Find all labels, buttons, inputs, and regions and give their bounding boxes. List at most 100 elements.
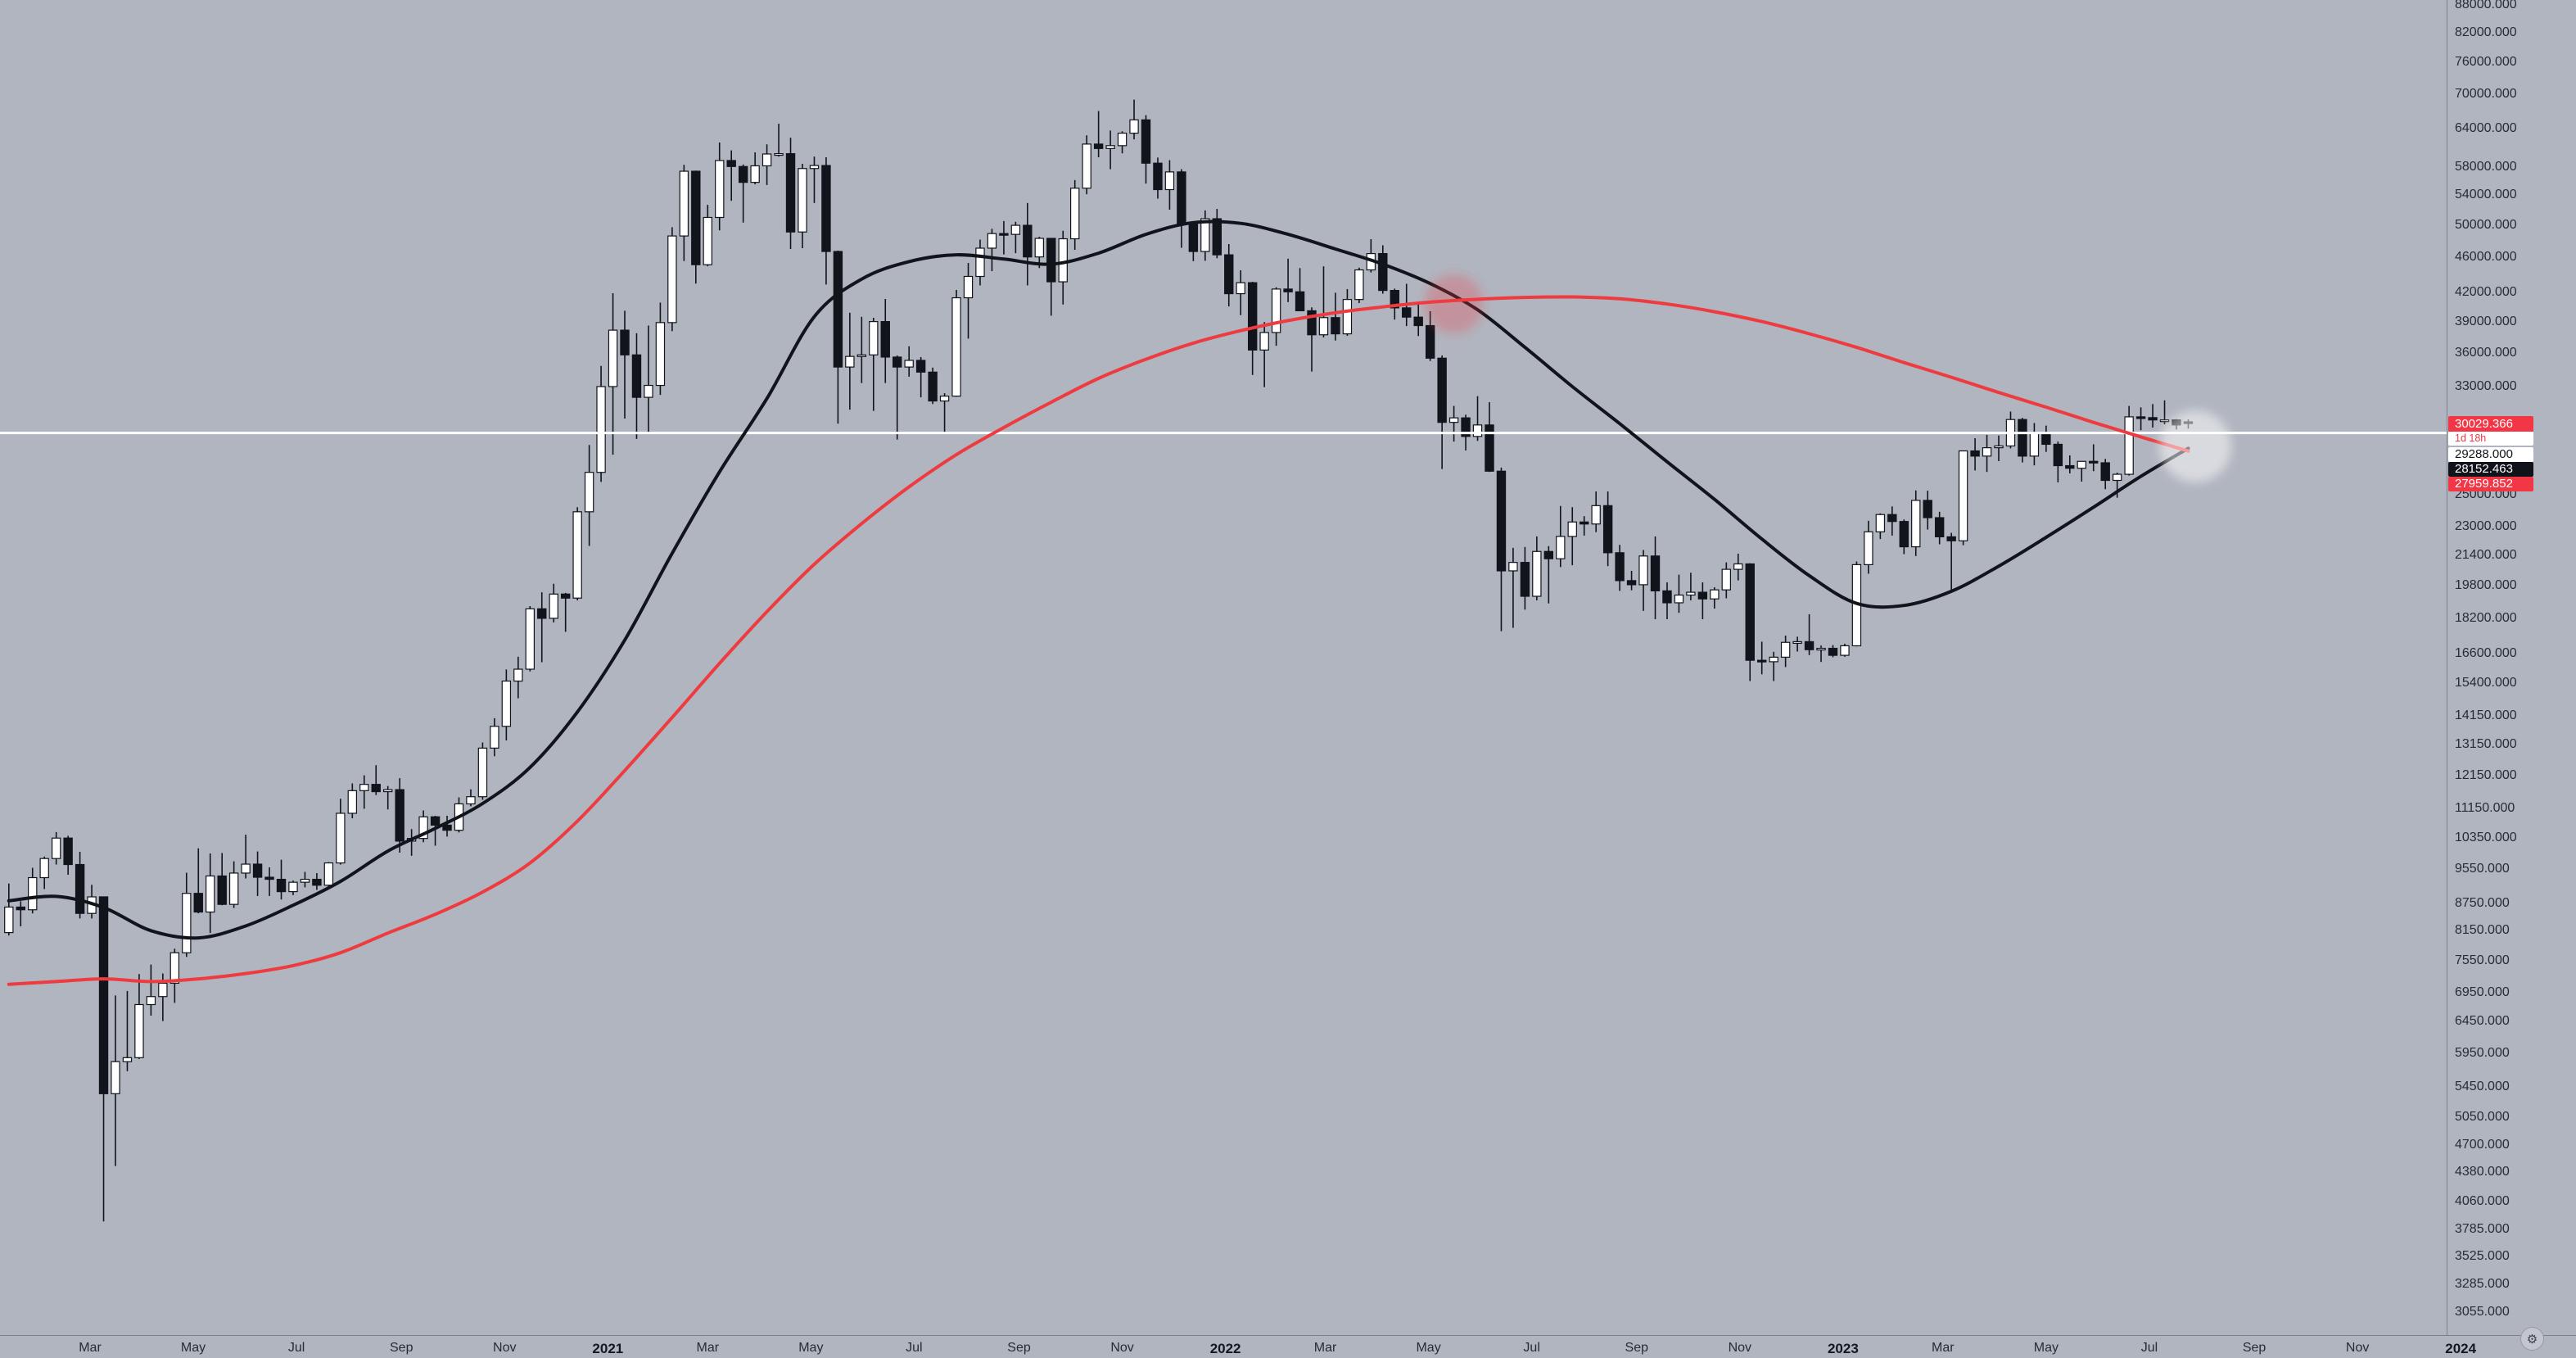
axis-settings-button[interactable]: ⚙ bbox=[2520, 1327, 2544, 1351]
candle bbox=[98, 896, 109, 1094]
candle bbox=[1437, 357, 1447, 423]
candle bbox=[2029, 432, 2040, 457]
candle bbox=[1070, 188, 1080, 240]
ma-red-line bbox=[7, 295, 2190, 986]
candle bbox=[537, 608, 547, 619]
candle bbox=[809, 165, 820, 170]
price-axis-label: 58000.000 bbox=[2455, 160, 2517, 174]
candle-countdown: 1d 18h bbox=[2448, 432, 2533, 446]
candle bbox=[1911, 500, 1921, 548]
last-price-badge: 30029.366 1d 18h bbox=[2448, 416, 2533, 446]
candle bbox=[880, 321, 890, 358]
candle bbox=[1934, 517, 1945, 537]
ma-cross-2023-highlight[interactable] bbox=[2159, 410, 2232, 482]
ma-cross-2022-highlight[interactable] bbox=[1424, 274, 1484, 334]
price-axis-label: 64000.000 bbox=[2455, 121, 2517, 136]
candle bbox=[1662, 590, 1672, 604]
candle bbox=[1034, 238, 1045, 258]
candle bbox=[1402, 307, 1412, 318]
candle bbox=[193, 893, 203, 913]
candle bbox=[323, 862, 334, 886]
price-axis-label: 3055.000 bbox=[2455, 1305, 2510, 1320]
candle bbox=[856, 354, 867, 357]
candle bbox=[1543, 550, 1554, 559]
candle bbox=[750, 165, 760, 183]
candle bbox=[288, 881, 298, 893]
candle bbox=[963, 275, 974, 299]
candle bbox=[134, 1003, 144, 1058]
plot-area bbox=[0, 99, 2447, 1222]
candle bbox=[644, 384, 653, 398]
candle bbox=[2065, 464, 2075, 469]
time-axis-label: Mar bbox=[1932, 1341, 1955, 1355]
price-axis-label: 3785.000 bbox=[2455, 1221, 2510, 1236]
candle bbox=[939, 396, 950, 402]
candle bbox=[893, 356, 902, 368]
candle bbox=[1010, 224, 1021, 235]
candle bbox=[762, 153, 772, 167]
candle bbox=[572, 511, 582, 599]
candle bbox=[1994, 445, 2004, 449]
candle bbox=[228, 872, 239, 905]
candle bbox=[312, 878, 322, 886]
time-axis-label: 2024 bbox=[2445, 1341, 2477, 1356]
candle bbox=[1496, 470, 1507, 572]
time-axis-label: Sep bbox=[2242, 1341, 2266, 1355]
price-axis-label: 4700.000 bbox=[2455, 1137, 2510, 1152]
candle bbox=[501, 680, 512, 727]
candle bbox=[1721, 568, 1732, 591]
time-axis-label: 2022 bbox=[1209, 1341, 1241, 1356]
candle bbox=[833, 251, 843, 368]
candle bbox=[928, 371, 938, 402]
time-axis-label: Mar bbox=[79, 1341, 102, 1355]
candle bbox=[75, 863, 85, 914]
candle bbox=[1153, 162, 1163, 191]
candle bbox=[1875, 514, 1886, 532]
candle bbox=[1602, 505, 1613, 554]
candle bbox=[1046, 238, 1056, 283]
candle bbox=[1674, 594, 1684, 604]
last-price-value: 30029.366 bbox=[2448, 416, 2533, 432]
ma-black-line bbox=[7, 220, 2190, 940]
candle bbox=[999, 233, 1009, 236]
candle bbox=[1331, 317, 1340, 335]
candle bbox=[1058, 238, 1068, 283]
price-axis-label: 4380.000 bbox=[2455, 1165, 2510, 1179]
candle bbox=[359, 784, 369, 791]
time-axis-label: Nov bbox=[2345, 1341, 2370, 1355]
time-axis-label: Jul bbox=[906, 1341, 923, 1355]
candle bbox=[691, 170, 701, 265]
price-axis-label: 8150.000 bbox=[2455, 923, 2510, 938]
candle bbox=[1828, 647, 1838, 656]
candle bbox=[584, 472, 594, 513]
candle bbox=[1318, 317, 1329, 336]
candle bbox=[1425, 324, 1435, 359]
price-axis-label: 54000.000 bbox=[2455, 188, 2517, 202]
candle bbox=[2077, 460, 2086, 469]
candle bbox=[1342, 299, 1353, 335]
candle bbox=[1710, 589, 1720, 600]
candle bbox=[1733, 563, 1743, 570]
candle bbox=[1970, 450, 1980, 457]
candle bbox=[2089, 460, 2099, 464]
time-axis-label: Mar bbox=[1313, 1341, 1337, 1355]
time-axis-label: Mar bbox=[696, 1341, 720, 1355]
candle bbox=[1626, 580, 1637, 586]
candle bbox=[715, 160, 725, 219]
candle bbox=[16, 906, 25, 911]
candle bbox=[798, 168, 807, 233]
candle bbox=[2148, 417, 2158, 421]
time-axis-label: May bbox=[180, 1341, 206, 1355]
candle bbox=[336, 813, 346, 864]
candles bbox=[4, 99, 2194, 1222]
candle bbox=[1082, 143, 1091, 189]
candle bbox=[477, 747, 488, 798]
time-axis[interactable]: Mar May Jul Sep Nov 2021 Mar May Jul Sep Nov 2022 Ma… bbox=[0, 1335, 2576, 1358]
candle bbox=[1615, 552, 1625, 582]
candle bbox=[182, 893, 192, 953]
candle bbox=[1804, 641, 1814, 650]
price-axis[interactable]: 88000.000 82000.000 76000.000 70000.000 6400… bbox=[2447, 0, 2576, 1335]
candle bbox=[1129, 119, 1139, 134]
price-axis-label: 50000.000 bbox=[2455, 217, 2517, 232]
